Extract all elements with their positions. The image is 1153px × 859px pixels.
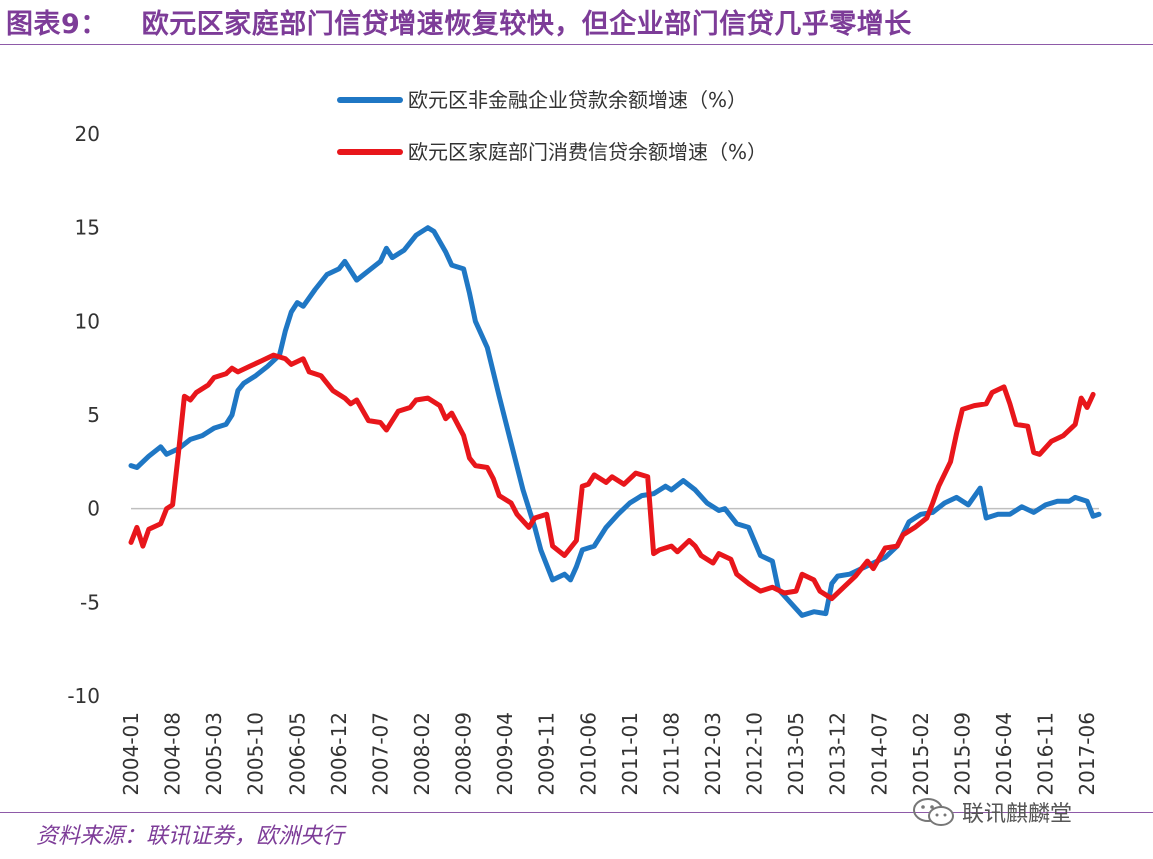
y-tick-label: 5 [87, 403, 100, 427]
y-tick-label: 20 [75, 122, 100, 146]
y-tick-label: 0 [87, 497, 100, 521]
x-tick-label: 2006-12 [327, 712, 351, 796]
y-tick-label: 10 [75, 309, 100, 333]
y-tick-label: -5 [80, 590, 100, 614]
x-tick-label: 2009-04 [493, 712, 517, 796]
x-tick-label: 2015-02 [909, 712, 933, 796]
x-tick-label: 2011-08 [659, 712, 683, 796]
wechat-icon [913, 798, 954, 826]
watermark: 联讯麒麟堂 [912, 796, 1072, 828]
x-tick-label: 2015-09 [950, 712, 974, 796]
source-note: 资料来源：联讯证券，欧洲央行 [36, 824, 345, 849]
title-divider [0, 44, 1153, 45]
series-line-household [128, 352, 1096, 602]
x-tick-label: 2010-06 [576, 712, 600, 796]
x-tick-label: 2011-01 [618, 712, 642, 796]
source-divider [0, 812, 1153, 813]
chart-title: 图表9： 欧元区家庭部门信贷增速恢复较快，但企业部门信贷几乎零增长 [6, 2, 912, 41]
x-tick-label: 2004-08 [161, 712, 185, 796]
watermark-text: 联讯麒麟堂 [962, 802, 1073, 827]
x-tick-label: 2016-04 [992, 712, 1016, 796]
x-tick-label: 2005-10 [244, 712, 268, 796]
y-tick-label: 15 [75, 216, 100, 240]
x-tick-label: 2007-07 [368, 712, 392, 796]
series-line-corporate [128, 225, 1102, 618]
x-tick-label: 2012-03 [701, 712, 725, 796]
x-tick-label: 2016-11 [1034, 712, 1058, 796]
x-tick-label: 2006-05 [285, 712, 309, 796]
figure-number: 图表9： [6, 9, 108, 40]
x-tick-label: 2008-02 [410, 712, 434, 796]
x-tick-label: 2013-12 [826, 712, 850, 796]
x-tick-label: 2005-03 [202, 712, 226, 796]
x-tick-label: 2014-07 [867, 712, 891, 796]
y-tick-label: -10 [67, 684, 100, 708]
line-chart: -10 -5 0 5 10 15 20 2004-01 2004-08 2005-03 2005-1… [67, 88, 1102, 796]
legend-label: 欧元区非金融企业贷款余额增速（%） [408, 88, 747, 112]
x-tick-label: 2017-06 [1075, 712, 1099, 796]
x-tick-label: 2013-05 [784, 712, 808, 796]
x-tick-label: 2009-11 [535, 712, 559, 796]
x-tick-label: 2004-01 [119, 712, 143, 796]
x-tick-label: 2008-09 [452, 712, 476, 796]
x-tick-label: 2012-10 [743, 712, 767, 796]
legend-label: 欧元区家庭部门消费信贷余额增速（%） [408, 140, 767, 164]
figure-title-text: 欧元区家庭部门信贷增速恢复较快，但企业部门信贷几乎零增长 [141, 9, 912, 40]
